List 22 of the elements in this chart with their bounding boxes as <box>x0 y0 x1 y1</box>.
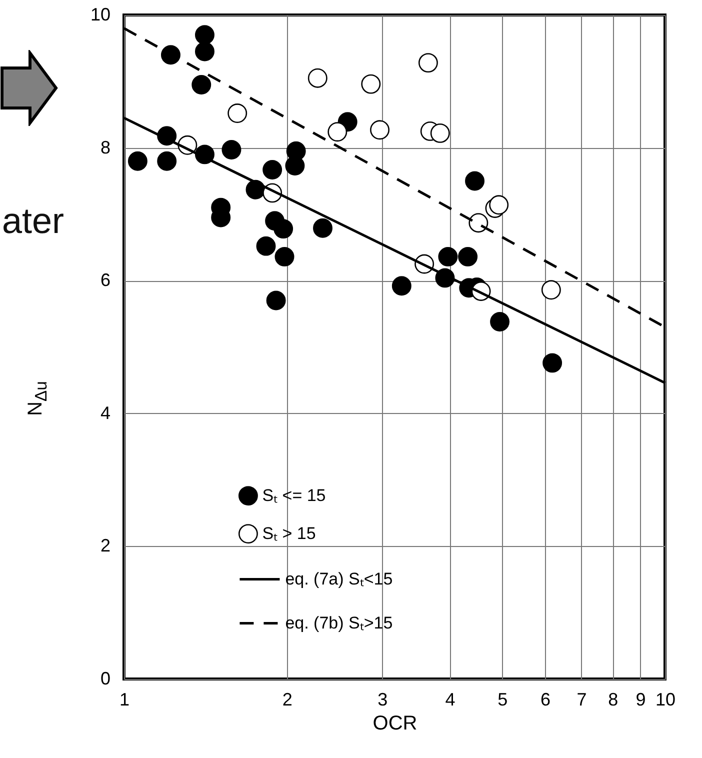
x-axis-title: OCR <box>372 712 418 734</box>
x-tick-label: 1 <box>119 690 130 710</box>
x-tick-label: 6 <box>540 690 550 710</box>
y-tick-label: 8 <box>100 137 110 158</box>
y-tick-label: 0 <box>100 668 110 688</box>
y-tick-label: 4 <box>100 402 110 423</box>
legend-label: eq. (7b) Sₜ>15 <box>285 613 393 632</box>
legend-label: Sₜ > 15 <box>262 524 316 543</box>
x-tick-label: 2 <box>282 690 292 710</box>
legend-label: eq. (7a) Sₜ<15 <box>285 569 393 588</box>
text: ater <box>2 200 64 242</box>
legend-label: Sₜ <= 15 <box>262 486 326 505</box>
x-tick-label: 4 <box>445 690 456 710</box>
x-tick-label: 3 <box>378 690 388 710</box>
x-tick-label: 9 <box>636 690 646 710</box>
x-tick-label: 7 <box>576 690 587 710</box>
x-tick-label: 5 <box>498 690 508 710</box>
y-tick-label: 2 <box>100 536 110 556</box>
x-tick-label: 10 <box>655 690 676 710</box>
x-tick-label: 8 <box>608 690 618 710</box>
y-tick-label: 10 <box>90 4 110 24</box>
y-tick-label: 6 <box>100 270 110 290</box>
